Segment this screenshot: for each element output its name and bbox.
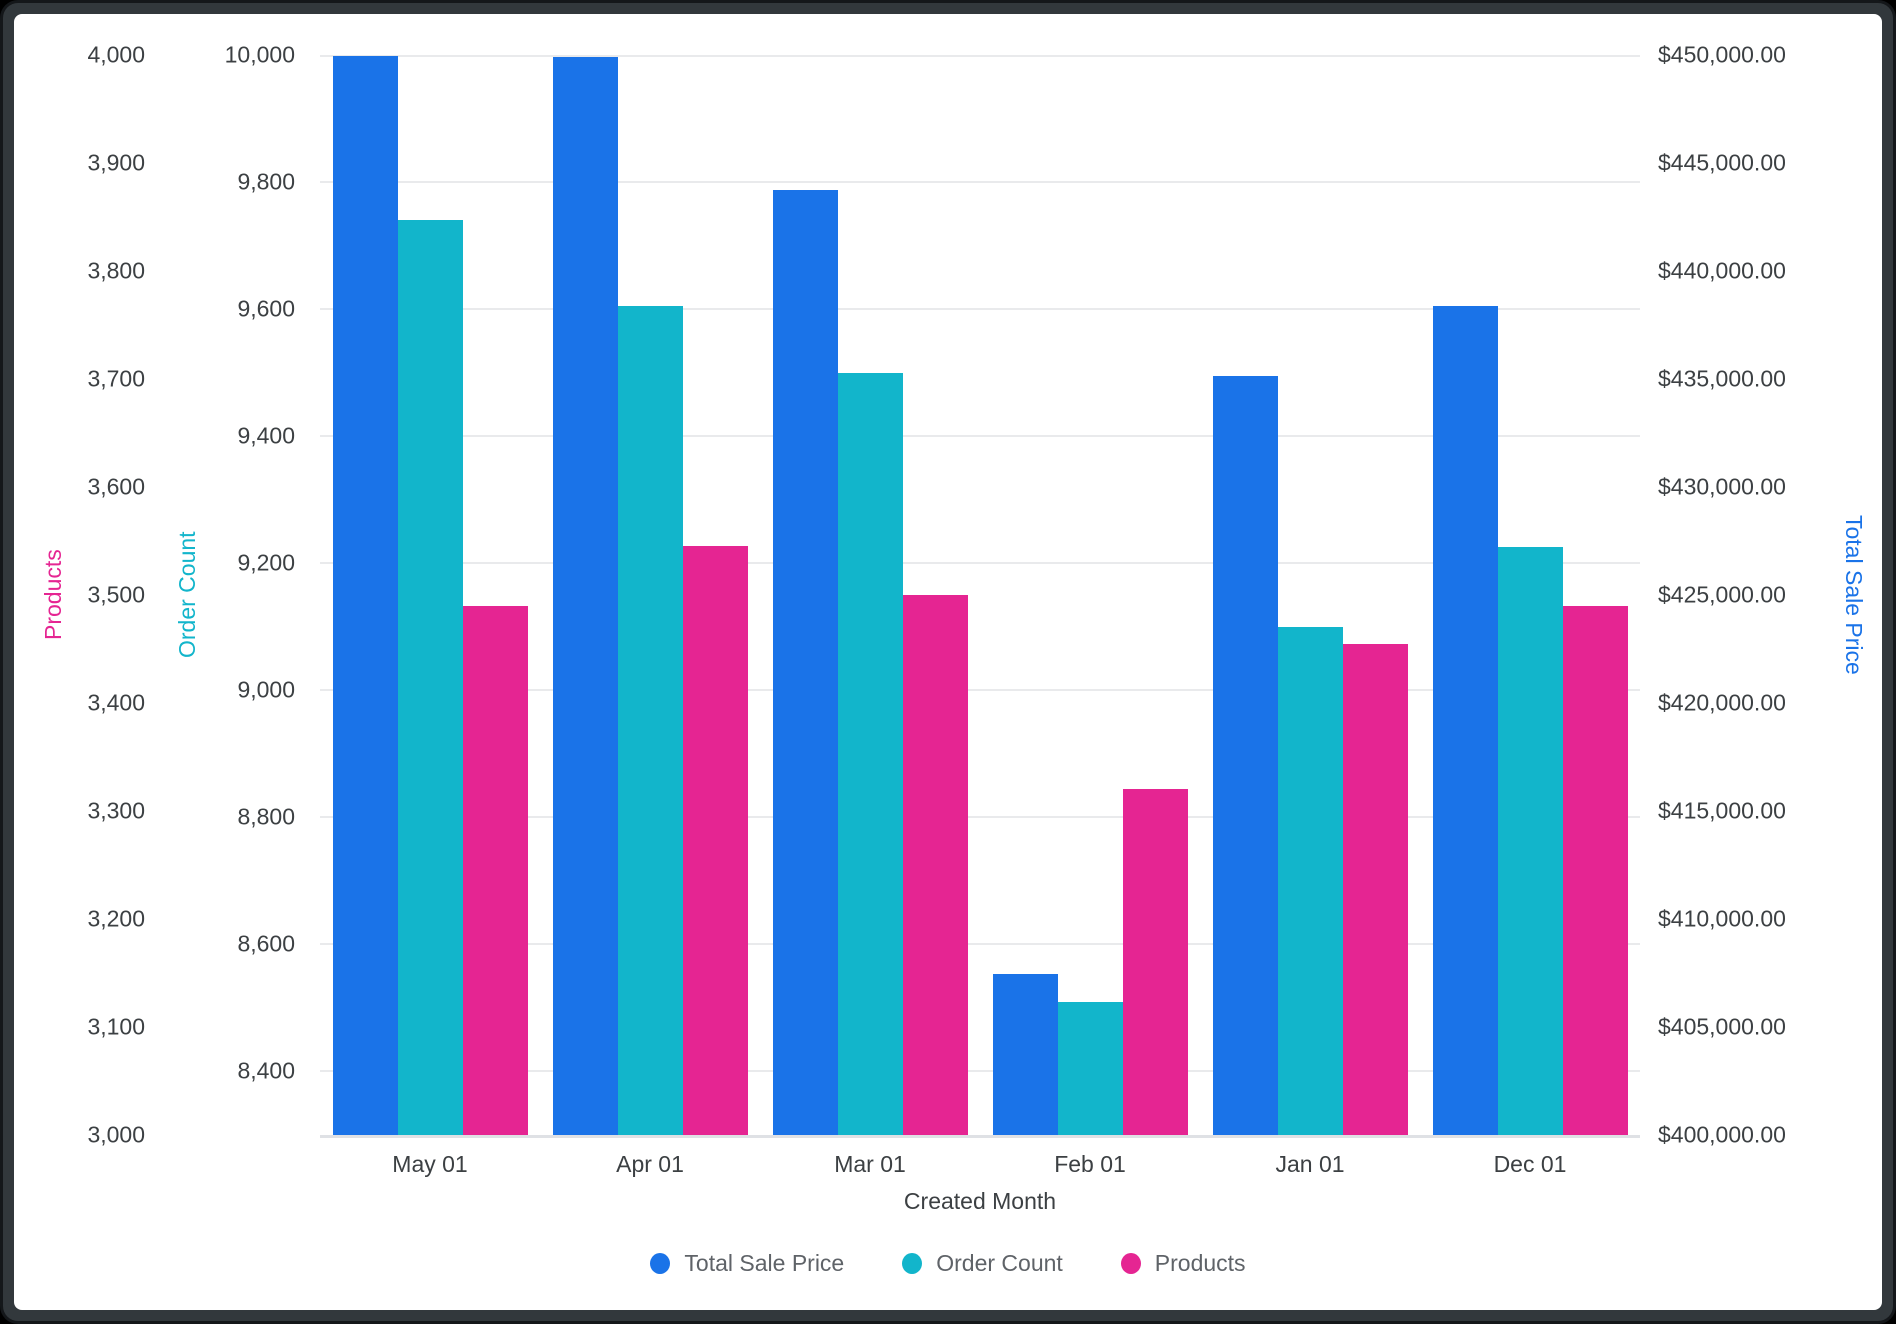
x-tick-label-mar-01: Mar 01 [834, 1151, 906, 1177]
chart-canvas: Products Order Count Total Sale Price 3,… [14, 14, 1882, 1310]
bar-products-mar-01[interactable] [902, 595, 968, 1135]
bar-group-dec-01 [1420, 55, 1640, 1135]
products-tick-label: 3,600 [87, 473, 145, 500]
products-tick-label: 3,500 [87, 581, 145, 608]
order-count-axis-ticks: 8,400 8,600 8,800 9,000 9,200 9,400 9,600 9,800… [154, 42, 295, 1135]
order-count-tick-label: 9,800 [237, 168, 295, 195]
x-axis-title: Created Month [903, 1188, 1057, 1214]
total-sale-price-tick-label: $435,000.00 [1658, 365, 1786, 392]
legend-swatch-products [1120, 1253, 1141, 1274]
gridline [320, 181, 1640, 184]
legend: Total Sale Price Order Count Products [14, 1250, 1882, 1277]
x-axis-ticks: May 01 Apr 01 Mar 01 Feb 01 Jan 01 Dec 01 [320, 1151, 1640, 1181]
products-tick-label: 3,700 [87, 365, 145, 392]
products-axis-ticks: 3,000 3,100 3,200 3,300 3,400 3,500 3,600 3,700… [14, 42, 145, 1148]
legend-label: Total Sale Price [684, 1250, 845, 1276]
products-tick-label: 3,100 [87, 1013, 145, 1040]
x-tick-label-apr-01: Apr 01 [616, 1151, 684, 1177]
bar-order-count-jan-01[interactable] [1277, 626, 1343, 1135]
bar-total-sale-price-may-01[interactable] [332, 56, 398, 1135]
total-sale-price-tick-label: $445,000.00 [1658, 149, 1786, 176]
order-count-tick-label: 9,200 [237, 549, 295, 576]
bar-total-sale-price-mar-01[interactable] [772, 190, 838, 1135]
total-sale-price-tick-label: $430,000.00 [1658, 473, 1786, 500]
bar-group-feb-01 [980, 55, 1200, 1135]
total-sale-price-tick-label: $415,000.00 [1658, 797, 1786, 824]
legend-item-products[interactable]: Products [1120, 1250, 1246, 1277]
order-count-tick-label: 9,000 [237, 676, 295, 703]
order-count-tick-label: 9,600 [237, 295, 295, 322]
bar-products-jan-01[interactable] [1342, 643, 1408, 1135]
legend-label: Products [1154, 1250, 1246, 1276]
bar-total-sale-price-apr-01[interactable] [552, 57, 618, 1135]
bar-order-count-feb-01[interactable] [1057, 1001, 1123, 1135]
total-sale-price-axis-title: Total Sale Price [1841, 515, 1867, 675]
plot-area [320, 55, 1640, 1138]
legend-swatch-total-sale-price [650, 1253, 671, 1274]
gridline [320, 816, 1640, 819]
legend-item-total-sale-price[interactable]: Total Sale Price [650, 1250, 844, 1277]
products-tick-label: 3,400 [87, 689, 145, 716]
bar-order-count-may-01[interactable] [397, 220, 463, 1135]
bar-group-jan-01 [1200, 55, 1420, 1135]
x-tick-label-dec-01: Dec 01 [1493, 1151, 1567, 1177]
products-tick-label: 3,200 [87, 905, 145, 932]
order-count-tick-label: 10,000 [224, 41, 295, 68]
total-sale-price-tick-label: $425,000.00 [1658, 581, 1786, 608]
total-sale-price-tick-label: $400,000.00 [1658, 1121, 1786, 1148]
gridline [320, 308, 1640, 311]
total-sale-price-tick-label: $450,000.00 [1658, 41, 1786, 68]
gridline [320, 562, 1640, 565]
x-tick-label-jan-01: Jan 01 [1275, 1151, 1345, 1177]
bar-order-count-apr-01[interactable] [617, 305, 683, 1135]
gridline [320, 689, 1640, 692]
order-count-tick-label: 8,600 [237, 930, 295, 957]
total-sale-price-tick-label: $410,000.00 [1658, 905, 1786, 932]
bar-total-sale-price-jan-01[interactable] [1212, 375, 1278, 1135]
bar-products-feb-01[interactable] [1122, 789, 1188, 1135]
products-tick-label: 3,000 [87, 1121, 145, 1148]
legend-item-order-count[interactable]: Order Count [902, 1250, 1063, 1277]
bar-group-mar-01 [760, 55, 980, 1135]
gridline [320, 435, 1640, 438]
x-tick-label-may-01: May 01 [392, 1151, 468, 1177]
order-count-tick-label: 8,400 [237, 1057, 295, 1084]
total-sale-price-tick-label: $420,000.00 [1658, 689, 1786, 716]
bar-products-apr-01[interactable] [682, 546, 748, 1135]
legend-swatch-order-count [902, 1253, 923, 1274]
bar-group-apr-01 [540, 55, 760, 1135]
x-tick-label-feb-01: Feb 01 [1054, 1151, 1126, 1177]
total-sale-price-axis-ticks: $400,000.00 $405,000.00 $410,000.00 $415,00… [1658, 42, 1882, 1148]
gridline [320, 55, 1640, 57]
order-count-tick-label: 8,800 [237, 803, 295, 830]
bar-products-dec-01[interactable] [1562, 605, 1628, 1135]
bar-products-may-01[interactable] [462, 605, 528, 1135]
products-tick-label: 4,000 [87, 41, 145, 68]
bar-group-may-01 [320, 55, 540, 1135]
total-sale-price-tick-label: $405,000.00 [1658, 1013, 1786, 1040]
total-sale-price-tick-label: $440,000.00 [1658, 257, 1786, 284]
bar-order-count-dec-01[interactable] [1497, 547, 1563, 1135]
bar-total-sale-price-feb-01[interactable] [992, 974, 1058, 1135]
products-tick-label: 3,900 [87, 149, 145, 176]
legend-label: Order Count [936, 1250, 1063, 1276]
products-tick-label: 3,800 [87, 257, 145, 284]
order-count-tick-label: 9,400 [237, 422, 295, 449]
gridline [320, 943, 1640, 946]
bar-order-count-mar-01[interactable] [837, 372, 903, 1135]
bar-total-sale-price-dec-01[interactable] [1432, 305, 1498, 1135]
products-tick-label: 3,300 [87, 797, 145, 824]
gridline [320, 1070, 1640, 1073]
